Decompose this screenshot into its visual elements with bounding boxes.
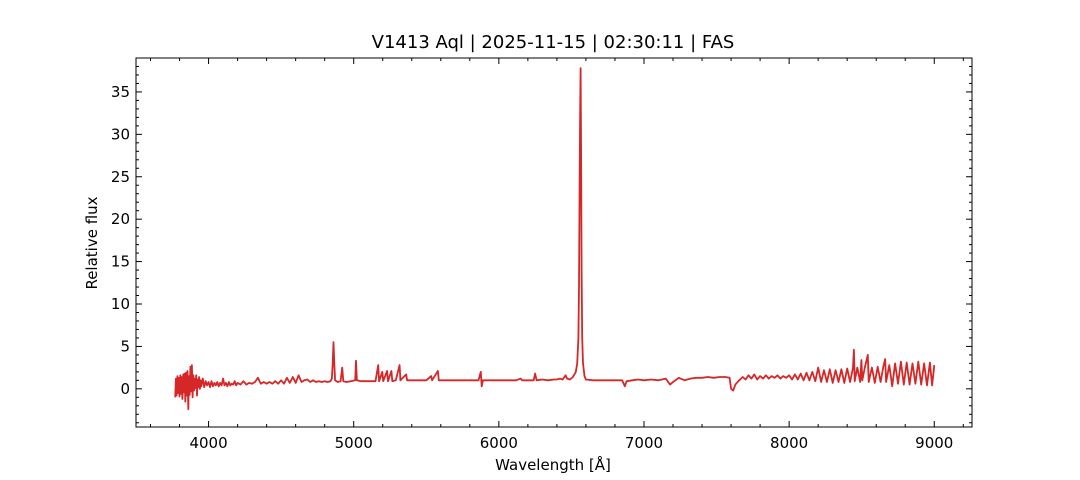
x-tick-label-5000: 5000 [335,434,373,452]
y-tick-label-15: 15 [111,253,130,271]
y-tick-label-10: 10 [111,295,130,313]
x-tick-label-7000: 7000 [625,434,663,452]
y-tick-label-25: 25 [111,168,130,186]
y-tick-label-30: 30 [111,125,130,143]
y-axis-label: Relative flux [83,196,101,289]
x-axis-label: Wavelength [Å] [495,455,611,474]
y-tick-label-5: 5 [120,337,130,355]
y-tick-label-0: 0 [120,380,130,398]
series-line-0 [174,67,936,411]
y-tick-label-35: 35 [111,83,130,101]
x-tick-label-6000: 6000 [480,434,518,452]
x-tick-label-9000: 9000 [915,434,953,452]
x-tick-label-8000: 8000 [770,434,808,452]
plot-area: 4000 5000 6000 7000 8000 9000 0 5 10 15 20 25 30 35 [111,57,973,452]
y-tick-label-20: 20 [111,210,130,228]
tick-layer: 4000 5000 6000 7000 8000 9000 0 5 10 15 20 25 30 35 [111,58,972,452]
plot-frame [135,57,973,428]
x-tick-label-4000: 4000 [189,434,227,452]
chart-title: V1413 Aql | 2025-11-15 | 02:30:11 | FAS [372,32,735,53]
series-layer [174,67,936,411]
